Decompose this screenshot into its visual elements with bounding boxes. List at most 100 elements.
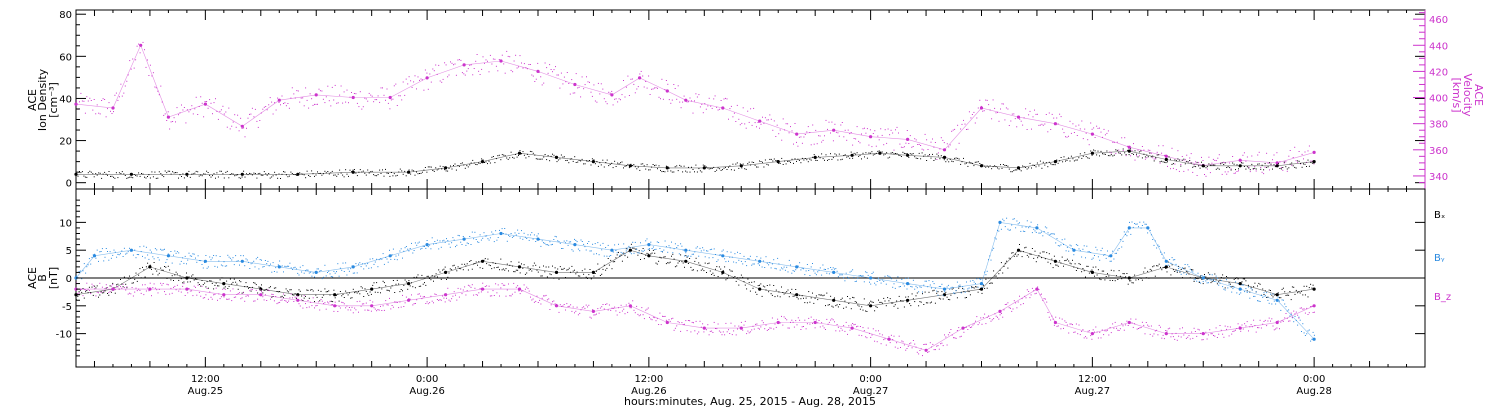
sample-velocity — [498, 59, 500, 61]
sample-bx — [237, 288, 239, 290]
sample-bx — [695, 257, 697, 259]
sample-bz — [310, 301, 312, 303]
sample-density — [124, 175, 126, 176]
sample-by — [1233, 286, 1235, 288]
sample-bz — [283, 293, 284, 295]
sample-bx — [1113, 270, 1115, 272]
sample-density — [405, 175, 407, 177]
sample-bx — [1253, 286, 1255, 288]
sample-density — [862, 152, 864, 154]
sample-by — [192, 253, 194, 255]
sample-bz — [302, 307, 304, 309]
sample-velocity — [327, 85, 329, 87]
sample-density — [1115, 149, 1117, 151]
sample-bx — [209, 280, 211, 282]
sample-density — [1269, 162, 1270, 164]
sample-bx — [266, 288, 268, 290]
sample-velocity — [161, 101, 163, 103]
sample-bx — [1141, 279, 1143, 281]
sample-density — [1217, 167, 1219, 169]
sample-by — [285, 266, 287, 268]
sample-bx — [834, 297, 835, 299]
sample-density — [84, 176, 86, 178]
sample-velocity — [90, 100, 92, 101]
sample-density — [521, 153, 522, 155]
sample-density — [234, 175, 236, 177]
sample-bz — [910, 342, 912, 344]
point-density — [1164, 157, 1168, 162]
sample-velocity — [1174, 163, 1176, 165]
sample-bz — [376, 310, 378, 312]
sample-bz — [103, 290, 105, 292]
sample-by — [107, 251, 108, 252]
sample-bx — [186, 272, 187, 274]
sample-by — [934, 287, 936, 289]
sample-bx — [814, 297, 816, 299]
sample-bz — [984, 313, 986, 315]
sample-density — [877, 150, 879, 152]
sample-bx — [654, 252, 656, 254]
sample-bz — [1079, 334, 1081, 336]
sample-velocity — [1236, 171, 1238, 172]
sample-bx — [781, 286, 782, 288]
sample-density — [154, 171, 156, 173]
sample-density — [129, 176, 131, 178]
sample-density — [909, 153, 911, 155]
point-density — [517, 151, 522, 155]
sample-by — [518, 232, 520, 234]
sample-by — [134, 249, 136, 251]
sample-by — [1006, 217, 1008, 219]
sample-velocity — [658, 96, 660, 98]
sample-by — [1184, 264, 1186, 265]
sample-bx — [149, 264, 151, 266]
sample-velocity — [794, 123, 796, 124]
sample-density — [1063, 156, 1065, 158]
sample-density — [107, 174, 108, 176]
sample-bx — [108, 294, 110, 296]
point-bz — [111, 287, 115, 291]
sample-density — [188, 170, 190, 172]
sample-bz — [579, 312, 581, 314]
sample-bz — [593, 314, 595, 316]
sample-bz — [618, 307, 619, 309]
sample-by — [442, 240, 444, 242]
sample-by — [281, 265, 283, 267]
sample-bx — [412, 286, 414, 288]
sample-density — [903, 152, 905, 154]
point-by — [647, 243, 651, 247]
sample-bx — [1250, 286, 1252, 288]
sample-bz — [849, 329, 851, 331]
sample-velocity — [652, 88, 654, 90]
point-velocity — [240, 124, 244, 128]
sample-bz — [1223, 336, 1225, 338]
sample-bz — [228, 298, 230, 300]
sample-density — [395, 175, 397, 177]
sample-density — [544, 154, 546, 155]
sample-bx — [513, 271, 515, 273]
sample-bx — [721, 273, 723, 275]
sample-by — [127, 251, 129, 253]
sample-by — [383, 263, 385, 265]
sample-bz — [211, 298, 213, 300]
sample-velocity — [1204, 174, 1205, 175]
sample-velocity — [1013, 113, 1015, 115]
sample-by — [493, 241, 495, 243]
sample-bz — [311, 305, 313, 307]
sample-bz — [96, 291, 98, 293]
sample-velocity — [667, 83, 669, 85]
sample-bz — [946, 344, 948, 346]
sample-velocity — [711, 107, 713, 109]
sample-by — [196, 261, 198, 263]
sample-bz — [396, 302, 398, 303]
sample-density — [964, 163, 966, 165]
sample-bz — [348, 307, 350, 308]
sample-bx — [148, 266, 150, 268]
sample-density — [259, 172, 261, 174]
sample-velocity — [813, 143, 815, 145]
sample-by — [1197, 272, 1199, 274]
sample-by — [462, 236, 464, 237]
sample-by — [218, 260, 220, 262]
sample-velocity — [825, 119, 827, 121]
point-density — [129, 172, 133, 176]
sample-bz — [145, 290, 147, 292]
